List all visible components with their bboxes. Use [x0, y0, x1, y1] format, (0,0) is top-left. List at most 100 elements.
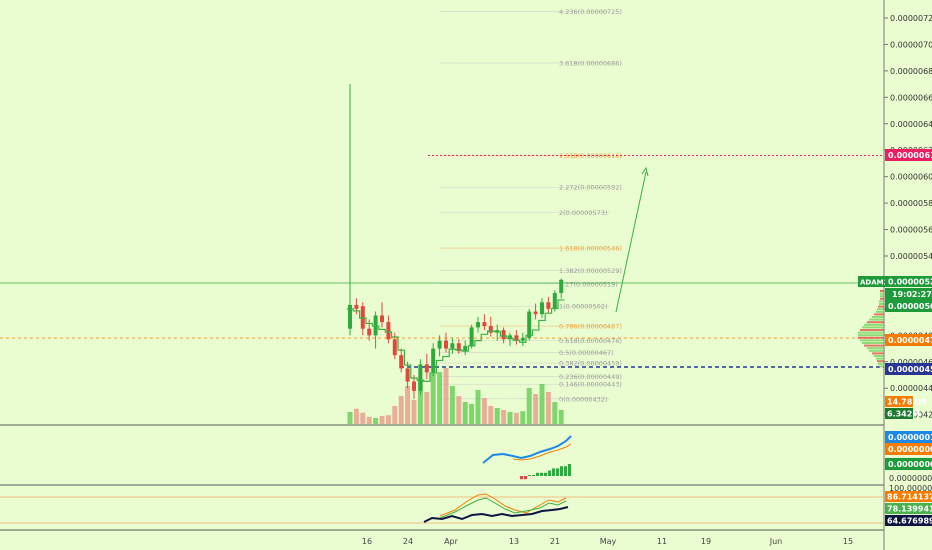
- candle-body: [514, 335, 519, 341]
- fib-level-label: 3.618(0.00000686): [559, 59, 622, 67]
- candle-body: [527, 311, 532, 338]
- date-tick-label: 13: [509, 537, 519, 546]
- macd-badge-2: 0.00000007: [885, 443, 932, 455]
- open-price-badge: 0.00000503: [885, 300, 932, 312]
- stochastic-indicator: [0, 493, 884, 524]
- volume-bar: [437, 372, 443, 424]
- candle-body: [431, 348, 436, 373]
- volume-profile-bar: [862, 326, 884, 329]
- date-axis: 16 24 Apr 13 21 May 11 19 Jun 15: [362, 537, 853, 546]
- macd-histogram-bar: [548, 470, 551, 476]
- volume-badge-1: 14.782M: [885, 396, 926, 407]
- volume-bar: [501, 410, 507, 424]
- candle-body: [520, 337, 525, 341]
- fib-level-label: 0.146(0.00000443): [559, 381, 622, 389]
- date-tick-label: 11: [657, 537, 667, 546]
- candle-body: [424, 364, 429, 373]
- macd-histogram-bar: [524, 476, 527, 480]
- fibonacci-levels: 4.236(0.00000725) 3.618(0.00000686) 2.618(…: [440, 8, 622, 403]
- candle-body: [546, 302, 551, 309]
- volume-profile-bar: [872, 316, 884, 318]
- volume-bar: [481, 398, 487, 424]
- horizontal-levels: [0, 155, 884, 368]
- volume-profile-bar: [860, 339, 884, 342]
- macd-line: [482, 435, 572, 464]
- candle-body: [450, 343, 455, 349]
- volume-bar: [347, 412, 353, 424]
- volume-bar: [411, 400, 417, 424]
- candle-body: [540, 302, 544, 315]
- volume-profile-bar: [880, 292, 884, 295]
- volume-bar: [558, 410, 564, 424]
- svg-text:6.342M: 6.342M: [887, 410, 920, 419]
- volume-profile-bar: [877, 360, 884, 363]
- candle-body: [367, 328, 372, 336]
- volume-bar: [360, 412, 366, 424]
- volume-profile-bar: [867, 347, 884, 350]
- fib-level-label: 1(0.00000502): [559, 303, 608, 311]
- candle-body: [444, 340, 448, 349]
- date-tick-label: 16: [362, 537, 372, 546]
- volume-bar: [430, 374, 436, 424]
- candle-body: [348, 304, 352, 329]
- countdown-badge: 19:02:27: [885, 288, 932, 300]
- svg-text:0.00000503: 0.00000503: [888, 302, 932, 311]
- stoch-d-line: [439, 497, 567, 519]
- volume-bar: [533, 394, 539, 424]
- volume-bars: [347, 368, 564, 424]
- candle-body: [360, 306, 365, 329]
- volume-bar: [513, 412, 519, 424]
- volume-bar: [507, 412, 513, 424]
- fib-level-label: 0.786(0.00000487): [559, 323, 622, 331]
- blue-level-badge: 0.00000456: [885, 363, 932, 375]
- stoch-badge-1: 86.71413706: [885, 491, 932, 502]
- macd-histogram-bar: [568, 464, 571, 476]
- candlesticks: [348, 84, 564, 399]
- fib-level-label: 2(0.00000573): [559, 209, 608, 217]
- volume-bar: [385, 415, 391, 424]
- svg-text:14.782M: 14.782M: [887, 398, 926, 407]
- volume-profile-bar: [877, 308, 884, 311]
- candle-body: [380, 315, 384, 323]
- volume-bar: [379, 416, 385, 424]
- stoch-rsi-line: [423, 506, 569, 523]
- volume-bar: [475, 390, 481, 424]
- macd-histogram-bar: [520, 476, 523, 480]
- candle-body: [463, 345, 468, 352]
- volume-bar: [449, 386, 455, 424]
- projection-arrow[interactable]: [615, 171, 647, 313]
- volume-profile-bar: [876, 357, 884, 360]
- moving-average: [346, 299, 565, 382]
- svg-text:0.00000003: 0.00000003: [888, 460, 932, 469]
- macd-histogram-bar: [536, 472, 539, 476]
- price-tick-label: 0.00000440: [890, 384, 932, 393]
- symbol-badge: ADAM20: [858, 276, 893, 287]
- volume-bar: [552, 402, 558, 424]
- candle-body: [386, 322, 391, 340]
- candle-body: [456, 343, 461, 352]
- candle-body: [482, 322, 487, 327]
- candle-body: [552, 293, 557, 309]
- fib-level-label: 1.27(0.00000519): [559, 280, 618, 288]
- volume-bar: [366, 416, 372, 424]
- ma-line: [346, 299, 565, 382]
- volume-profile-bar: [879, 303, 884, 305]
- candle-body: [412, 381, 416, 391]
- volume-profile-bar: [867, 321, 884, 324]
- volume-profile-bar: [858, 336, 884, 339]
- candle-body: [373, 315, 378, 336]
- candle-body: [533, 311, 538, 315]
- volume-profile-bar: [872, 352, 884, 355]
- macd-histogram-bar: [540, 472, 543, 476]
- volume-profile-bar: [878, 362, 884, 365]
- volume-profile-bar: [864, 323, 884, 326]
- candle-body: [399, 355, 404, 369]
- date-tick-label: 19: [701, 537, 711, 546]
